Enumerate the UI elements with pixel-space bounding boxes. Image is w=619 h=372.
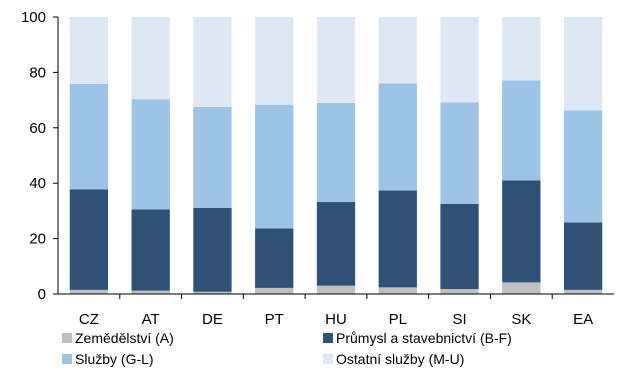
bar-pl-series-1 — [378, 287, 417, 294]
bar-si-series-4 — [440, 17, 479, 103]
x-tick-label-pl: PL — [389, 311, 407, 328]
y-tick-label-60: 60 — [29, 120, 46, 137]
legend-label-2: Průmysl a stavebnictví (B-F) — [336, 330, 512, 346]
bar-de-series-1 — [193, 291, 232, 294]
bar-sk-series-3 — [502, 80, 541, 181]
bar-sk-series-1 — [502, 282, 541, 294]
bar-ea-series-3 — [563, 110, 603, 223]
x-tick-label-ea: EA — [573, 311, 593, 328]
bar-ea-series-2 — [563, 222, 603, 290]
bar-cz-series-2 — [69, 189, 109, 290]
x-tick-label-pt: PT — [265, 311, 284, 328]
legend: Zemědělství (A) Průmysl a stavebnictví (B… — [62, 330, 512, 367]
bar-de-series-3 — [193, 107, 232, 208]
legend-swatch-3 — [62, 354, 72, 364]
bar-pt-series-3 — [255, 104, 294, 229]
x-tick-label-at: AT — [142, 311, 160, 328]
bar-pt-series-1 — [255, 287, 294, 294]
axes-group: CZ AT DE PT HU PL SI SK EA 0 20 40 60 80 100 — [21, 9, 614, 328]
bar-pt-series-2 — [255, 228, 294, 288]
legend-label-4: Ostatní služby (M-U) — [336, 351, 464, 367]
bar-sk-series-4 — [502, 17, 541, 81]
bar-hu-series-3 — [316, 102, 356, 203]
x-tick-label-si: SI — [452, 311, 466, 328]
x-tick-label-hu: HU — [325, 311, 347, 328]
bar-si-series-3 — [440, 102, 479, 204]
bar-cz-series-3 — [69, 83, 109, 190]
bar-at-series-4 — [131, 17, 170, 100]
bar-cz-series-4 — [69, 17, 109, 84]
bar-si-series-2 — [440, 203, 479, 290]
y-tick-label-20: 20 — [29, 231, 46, 248]
y-tick-label-0: 0 — [38, 286, 46, 303]
bars-group — [69, 17, 603, 294]
x-tick-label-cz: CZ — [79, 311, 99, 328]
bar-de-series-2 — [193, 207, 232, 292]
bar-at-series-2 — [131, 209, 170, 291]
legend-label-1: Zemědělství (A) — [75, 330, 174, 346]
bar-pl-series-2 — [378, 190, 417, 288]
legend-swatch-1 — [62, 333, 72, 343]
legend-label-3: Služby (G-L) — [75, 351, 154, 367]
x-tick-label-de: DE — [202, 311, 223, 328]
bar-cz-series-1 — [69, 289, 109, 294]
bar-hu-series-4 — [316, 17, 356, 103]
legend-swatch-4 — [323, 354, 333, 364]
bar-pl-series-4 — [378, 17, 417, 84]
bar-si-series-1 — [440, 289, 479, 294]
x-tick-label-sk: SK — [511, 311, 531, 328]
bar-de-series-4 — [193, 17, 232, 108]
y-tick-label-100: 100 — [21, 9, 46, 26]
bar-hu-series-1 — [316, 285, 356, 294]
y-tick-label-40: 40 — [29, 175, 46, 192]
bar-hu-series-2 — [316, 202, 356, 286]
legend-swatch-2 — [323, 333, 333, 343]
bar-ea-series-4 — [563, 17, 603, 111]
bar-pt-series-4 — [255, 17, 294, 105]
bar-pl-series-3 — [378, 83, 417, 191]
bar-at-series-3 — [131, 99, 170, 210]
y-tick-label-80: 80 — [29, 64, 46, 81]
bar-at-series-1 — [131, 290, 170, 294]
bar-sk-series-2 — [502, 180, 541, 283]
bar-ea-series-1 — [563, 289, 603, 294]
